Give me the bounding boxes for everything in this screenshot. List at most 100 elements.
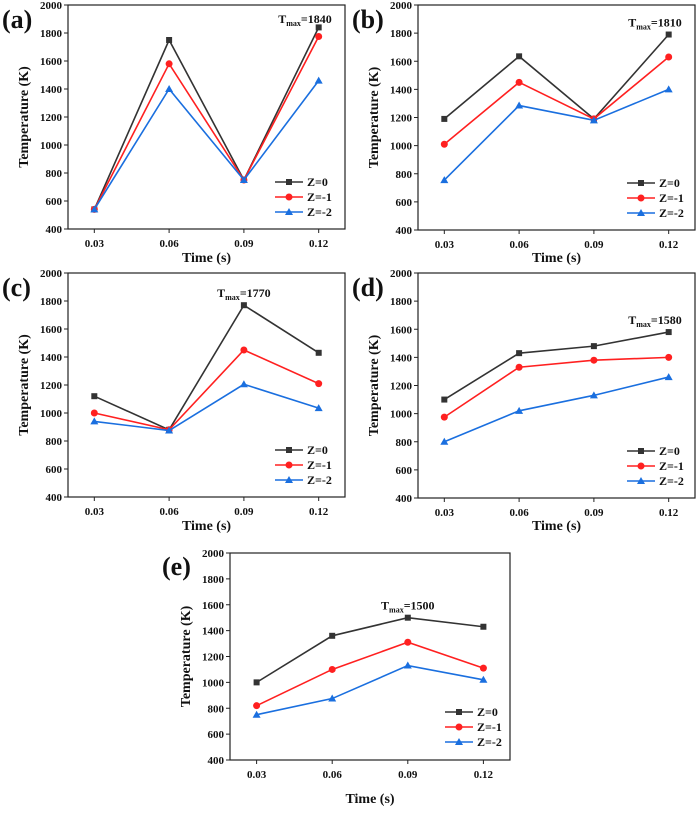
- panel-e: 400 600 800 1000 1200 1400 1600 1800 2000 0.03 0.0…: [162, 548, 511, 807]
- x-tick-label: 0.03: [435, 239, 455, 251]
- tmax-annotation: Tmax=1810: [628, 16, 682, 32]
- data-point: [315, 349, 322, 356]
- x-tick-label: 0.06: [509, 239, 529, 251]
- y-tick-label: 2000: [390, 268, 413, 280]
- x-tick-label: 0.09: [398, 769, 418, 781]
- y-axis-label: Temperature (K): [367, 66, 382, 168]
- data-point: [480, 623, 487, 630]
- plot-frame: [417, 4, 696, 231]
- series-line: [94, 349, 320, 431]
- y-tick-label: 1600: [390, 56, 413, 68]
- data-point: [441, 115, 448, 122]
- data-point: [329, 632, 336, 639]
- data-point: [90, 205, 99, 213]
- series-Z=-2: Z=-2: [440, 85, 684, 220]
- data-point: [440, 413, 448, 421]
- data-point: [253, 679, 260, 686]
- series-Z=0: Z=0: [91, 24, 328, 213]
- x-tick-label: 0.12: [309, 238, 329, 250]
- x-tick-label: 0.03: [85, 506, 105, 518]
- data-point: [328, 665, 336, 673]
- y-tick-label: 1800: [390, 28, 413, 40]
- y-tick-label: 800: [396, 169, 413, 181]
- legend-label: Z=-1: [307, 458, 332, 472]
- x-tick-label: 0.09: [234, 506, 254, 518]
- legend-label: Z=-2: [659, 474, 684, 488]
- y-tick-label: 600: [208, 729, 225, 741]
- series-Z=-1: Z=-1: [440, 353, 684, 473]
- legend-marker: [637, 209, 645, 216]
- panel-d: 400 600 800 1000 1200 1400 1600 1800 2000 0.03 0.0…: [352, 268, 696, 534]
- data-point: [590, 356, 598, 364]
- data-point: [315, 380, 323, 388]
- series-Z=0: Z=0: [91, 302, 328, 457]
- data-point: [516, 53, 523, 60]
- legend-marker: [286, 179, 292, 185]
- data-point: [314, 76, 323, 84]
- series-Z=0: Z=0: [253, 614, 498, 719]
- y-tick-label: 2000: [40, 268, 63, 280]
- y-tick-label: 400: [396, 493, 413, 505]
- series-Z=-2: Z=-2: [90, 76, 332, 219]
- series-Z=-1: Z=-1: [90, 346, 332, 472]
- series-line: [93, 36, 320, 210]
- legend-label: Z=-2: [659, 206, 684, 220]
- data-point: [440, 176, 449, 184]
- data-point: [440, 437, 449, 445]
- data-point: [665, 31, 672, 38]
- legend-marker: [637, 194, 645, 202]
- data-point: [590, 343, 597, 350]
- legend-marker: [638, 180, 644, 186]
- data-point: [664, 373, 673, 381]
- y-tick-label: 1000: [40, 408, 63, 420]
- legend-marker: [455, 723, 463, 731]
- y-tick-label: 1800: [390, 296, 413, 308]
- y-tick-label: 1200: [40, 112, 63, 124]
- data-point: [328, 694, 337, 702]
- series-Z=-1: Z=-1: [253, 638, 502, 734]
- data-point: [665, 53, 673, 61]
- x-axis-label: Time (s): [532, 251, 581, 266]
- series-Z=-2: Z=-2: [90, 380, 332, 487]
- x-axis-label: Time (s): [532, 519, 581, 534]
- x-tick-label: 0.12: [659, 507, 679, 519]
- legend-label: Z=-1: [659, 459, 684, 473]
- y-tick-label: 600: [396, 197, 413, 209]
- data-point: [404, 638, 412, 646]
- panel-label: (e): [162, 552, 191, 581]
- x-axis-label: Time (s): [182, 251, 231, 266]
- series-line: [256, 641, 484, 707]
- x-axis-label: Time (s): [345, 792, 394, 807]
- y-tick-label: 2000: [40, 0, 63, 12]
- data-point: [479, 675, 488, 683]
- data-point: [403, 661, 412, 669]
- tmax-annotation: Tmax=1580: [628, 313, 682, 329]
- y-tick-label: 1000: [390, 141, 413, 153]
- legend-label: Z=-1: [477, 720, 502, 734]
- data-point: [252, 710, 261, 718]
- x-tick-label: 0.06: [509, 507, 529, 519]
- tmax-annotation: Tmax=1840: [278, 12, 332, 28]
- data-point: [165, 60, 173, 68]
- y-tick-label: 1800: [202, 574, 225, 586]
- data-point: [665, 329, 672, 336]
- data-point: [665, 353, 673, 361]
- y-tick-label: 1200: [40, 380, 63, 392]
- series-line: [444, 376, 669, 443]
- y-tick-label: 1400: [390, 352, 413, 364]
- y-tick-label: 1400: [202, 626, 225, 638]
- x-tick-label: 0.09: [584, 507, 604, 519]
- x-tick-label: 0.12: [474, 769, 494, 781]
- legend-label: Z=-2: [477, 735, 502, 749]
- y-tick-label: 2000: [202, 548, 225, 560]
- y-tick-label: 1200: [390, 381, 413, 393]
- data-point: [515, 78, 523, 86]
- data-point: [239, 380, 248, 388]
- y-tick-label: 1400: [40, 84, 63, 96]
- x-tick-label: 0.06: [159, 238, 179, 250]
- y-tick-label: 1400: [40, 352, 63, 364]
- y-tick-label: 1800: [40, 28, 63, 40]
- data-point: [253, 702, 261, 710]
- series-Z=-1: Z=-1: [440, 53, 684, 205]
